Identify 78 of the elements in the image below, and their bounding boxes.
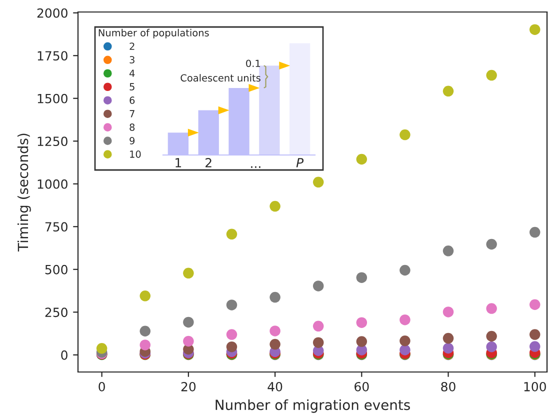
point: [529, 341, 540, 352]
point: [486, 238, 497, 250]
point: [356, 317, 368, 328]
legend-label: 2: [130, 42, 134, 50]
bar: [259, 66, 280, 155]
point: [270, 200, 280, 212]
point: [312, 176, 324, 188]
x-tick-label: 1: [176, 158, 182, 168]
y-tick-label: 1000: [38, 179, 68, 189]
point: [270, 326, 280, 336]
y-tick-label: 1250: [38, 136, 68, 146]
point: [96, 343, 108, 354]
point: [529, 24, 540, 35]
x-tick-label: 40: [268, 382, 282, 392]
point: [400, 335, 410, 346]
point: [183, 268, 194, 279]
y-axis-title: Timing (seconds): [17, 134, 31, 252]
point: [486, 330, 497, 342]
point: [270, 338, 280, 350]
point: [529, 226, 540, 238]
point: [356, 272, 368, 283]
legend-label: 7: [130, 110, 134, 118]
x-tick-label: 20: [181, 382, 196, 392]
point: [183, 316, 194, 328]
point: [442, 332, 454, 344]
point: [312, 280, 324, 292]
legend-label: 9: [130, 137, 135, 144]
point: [529, 329, 540, 340]
y-tick-label: 750: [45, 222, 68, 232]
x-tick-label: 60: [354, 382, 369, 392]
point: [442, 246, 454, 256]
y-tick-label: 1500: [38, 94, 68, 104]
annotation: Coalescent units: [180, 74, 260, 82]
point: [400, 314, 410, 326]
point: [356, 154, 368, 165]
y-tick-label: 0: [61, 350, 68, 360]
legend-title: Number of populations: [98, 28, 209, 38]
legend-label: 3: [130, 56, 134, 64]
point: [140, 340, 151, 350]
point: [140, 326, 151, 337]
x-tick-label: P: [296, 158, 304, 168]
point: [400, 344, 410, 356]
point: [312, 320, 324, 332]
point: [486, 341, 497, 352]
x-tick-label: 2: [206, 158, 212, 168]
point: [226, 300, 238, 310]
point: [270, 292, 280, 303]
point: [442, 306, 454, 318]
point: [442, 342, 454, 354]
y-tick-label: 250: [45, 308, 68, 318]
point: [400, 129, 410, 140]
y-tick-label: 2000: [37, 8, 68, 18]
point: [183, 336, 194, 347]
y-tick-label: 500: [45, 264, 68, 274]
x-tick-label: 100: [524, 382, 546, 392]
point: [442, 86, 454, 97]
annotation: 0.1: [246, 60, 260, 68]
legend-label: 5: [130, 83, 134, 90]
point: [226, 228, 238, 240]
legend-label: 6: [130, 96, 135, 104]
legend-label: 8: [130, 124, 135, 131]
point: [356, 336, 368, 347]
annotation: ...: [251, 166, 260, 168]
y-tick-label: 1750: [38, 51, 68, 61]
bar: [289, 43, 310, 155]
x-axis-title: Number of migration events: [216, 399, 410, 413]
point: [529, 299, 540, 310]
point: [486, 70, 497, 81]
point: [140, 290, 151, 302]
legend-label: 4: [130, 70, 135, 77]
x-tick-label: 80: [441, 382, 456, 392]
legend-label: 10: [130, 150, 141, 158]
point: [400, 264, 410, 276]
point: [486, 303, 497, 314]
point: [312, 337, 324, 348]
point: [226, 341, 238, 352]
x-tick-label: 0: [98, 382, 105, 392]
point: [226, 329, 238, 340]
